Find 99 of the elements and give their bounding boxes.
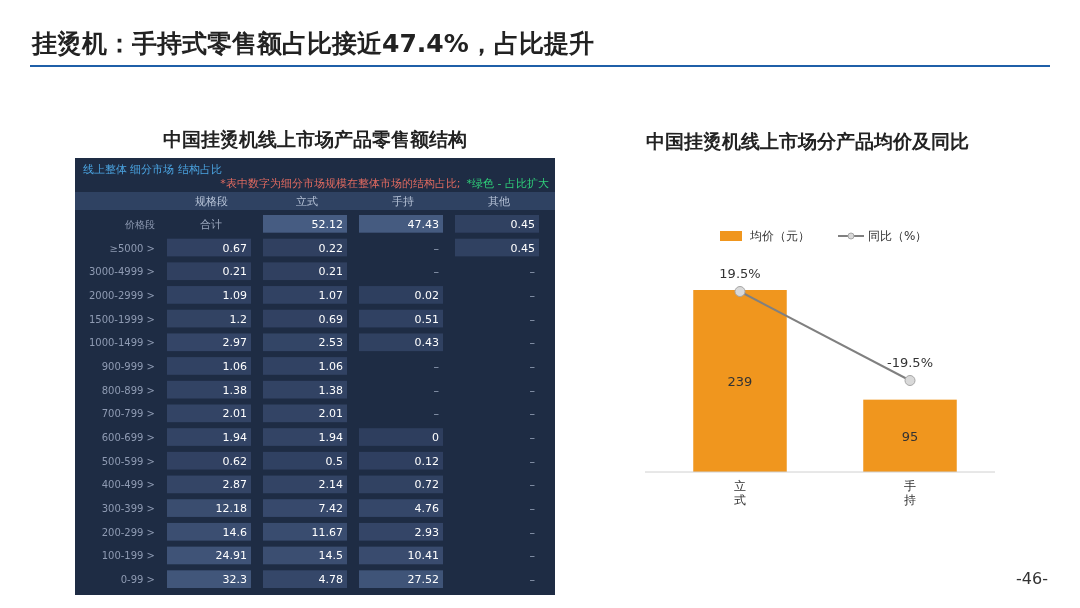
text: – xyxy=(529,407,535,421)
y-tick-label: 300-399 > xyxy=(101,503,155,515)
x-tick-label: 其他 xyxy=(488,195,510,208)
text: – xyxy=(433,383,439,397)
data-label: 2.93 xyxy=(414,525,439,539)
text: – xyxy=(529,549,535,563)
text: – xyxy=(433,359,439,373)
y-tick-label: 3000-4999 > xyxy=(88,266,155,278)
data-label: 52.12 xyxy=(311,217,343,231)
text: 合计 xyxy=(200,217,222,231)
x-tick-label: 手持 xyxy=(904,479,916,507)
y-tick-label: 700-799 > xyxy=(101,408,155,420)
data-label: 0.67 xyxy=(222,241,247,255)
data-label: 0.43 xyxy=(414,336,439,350)
data-label: 1.38 xyxy=(222,383,247,397)
text: 挂烫机：手持式零售额占比接近47.4%，占比提升 xyxy=(31,29,594,58)
data-label: 2.87 xyxy=(222,478,247,492)
data-label: 7.42 xyxy=(318,502,343,516)
data-label: 0.22 xyxy=(318,241,343,255)
data-label: 12.18 xyxy=(215,502,247,516)
text: – xyxy=(529,525,535,539)
data-label: 1.09 xyxy=(222,288,247,302)
y-tick-label: 900-999 > xyxy=(101,360,155,372)
text: – xyxy=(529,478,535,492)
data-label: 1.06 xyxy=(318,359,343,373)
data-label: 19.5% xyxy=(719,265,761,281)
text: *表中数字为细分市场规模在整体市场的结构占比; xyxy=(220,177,461,190)
y-tick-label: 800-899 > xyxy=(101,384,155,396)
data-label: 47.43 xyxy=(407,217,439,231)
data-label: 0.62 xyxy=(222,454,247,468)
x-tick-label: 手持 xyxy=(392,195,414,208)
y-tick-label: 1000-1499 > xyxy=(88,337,155,349)
data-label: 2.01 xyxy=(222,407,247,421)
data-label: 0.21 xyxy=(318,265,343,279)
y-tick-label: 1500-1999 > xyxy=(88,313,155,325)
x-tick-label: 规格段 xyxy=(194,195,228,208)
legend-label: 同比（%） xyxy=(868,229,928,243)
data-label: 0.72 xyxy=(414,478,439,492)
data-label: 27.52 xyxy=(407,573,439,587)
data-label: 10.41 xyxy=(407,549,439,563)
data-label: 4.76 xyxy=(414,502,439,516)
data-label: 0.51 xyxy=(414,312,439,326)
text: – xyxy=(529,359,535,373)
y-tick-label: 价格段 xyxy=(124,218,155,230)
y-tick-label: ≥5000 > xyxy=(109,242,155,254)
text: – xyxy=(529,502,535,516)
text: – xyxy=(529,288,535,302)
text: – xyxy=(529,336,535,350)
y-tick-label: 2000-2999 > xyxy=(88,289,155,301)
y-tick-label: 0-99 > xyxy=(120,574,155,586)
data-label: 0.5 xyxy=(325,454,343,468)
data-label: 0 xyxy=(432,431,439,445)
data-label: -19.5% xyxy=(887,354,933,370)
data-label: 1.38 xyxy=(318,383,343,397)
data-label: 0.02 xyxy=(414,288,439,302)
data-label: 0.45 xyxy=(510,217,535,231)
data-label: 4.78 xyxy=(318,573,343,587)
y-tick-label: 100-199 > xyxy=(101,550,155,562)
data-label: 24.91 xyxy=(215,549,247,563)
data-label: 2.14 xyxy=(318,478,343,492)
data-label: 0.21 xyxy=(222,265,247,279)
chart-title: 中国挂烫机线上市场分产品均价及同比 xyxy=(645,130,969,152)
data-label: 0.45 xyxy=(510,241,535,255)
data-label: 2.01 xyxy=(318,407,343,421)
chart-title: 中国挂烫机线上市场产品零售额结构 xyxy=(163,128,467,150)
data-label: 0.12 xyxy=(414,454,439,468)
chart-subtitle: 线上整体 细分市场 结构占比 xyxy=(83,163,222,176)
text: – xyxy=(529,312,535,326)
data-label: 14.5 xyxy=(318,549,343,563)
text: – xyxy=(529,265,535,279)
text: – xyxy=(433,265,439,279)
x-tick-label: 立式 xyxy=(734,479,746,507)
y-tick-label: 500-599 > xyxy=(101,455,155,467)
text: – xyxy=(529,573,535,587)
data-label: 239 xyxy=(727,374,753,389)
data-label: 0.69 xyxy=(318,312,343,326)
data-label: 2.97 xyxy=(222,336,247,350)
data-label: 2.53 xyxy=(318,336,343,350)
text: – xyxy=(529,431,535,445)
text: – xyxy=(529,454,535,468)
data-label: 1.94 xyxy=(318,431,343,445)
data-label: 1.94 xyxy=(222,431,247,445)
data-label: 1.2 xyxy=(229,312,247,326)
data-label: 11.67 xyxy=(311,525,343,539)
legend-label: 均价（元） xyxy=(749,229,810,243)
x-tick-label: 立式 xyxy=(296,195,318,208)
data-label: 14.6 xyxy=(222,525,247,539)
data-label: 1.07 xyxy=(318,288,343,302)
text: – xyxy=(433,407,439,421)
data-label: 32.3 xyxy=(222,573,247,587)
data-label: 95 xyxy=(901,428,919,444)
text: – xyxy=(433,241,439,255)
y-tick-label: 400-499 > xyxy=(101,479,155,491)
y-tick-label: 200-299 > xyxy=(101,526,155,538)
text: – xyxy=(529,383,535,397)
text: -46- xyxy=(1016,569,1048,588)
data-label: 1.06 xyxy=(222,359,247,373)
text: *绿色 - 占比扩大 xyxy=(466,177,549,190)
y-tick-label: 600-699 > xyxy=(101,432,155,444)
